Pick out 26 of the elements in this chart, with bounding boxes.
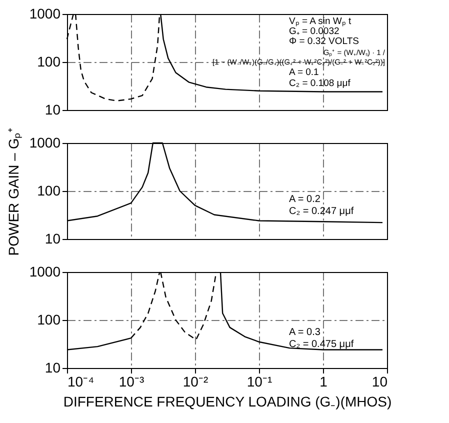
annotation: A = 0.2 bbox=[289, 194, 321, 205]
annotation: A = 0.1 bbox=[289, 67, 319, 78]
y-tick-label: 1000 bbox=[29, 264, 61, 280]
annotation: G₊ = 0.0032 bbox=[289, 26, 340, 37]
x-tick-label: 1 bbox=[320, 374, 328, 390]
x-tick-label: 10⁻³ bbox=[118, 374, 144, 390]
y-axis-title: POWER GAIN – Gₚ⁺ bbox=[5, 127, 22, 256]
annotation: Vₚ = A sin Wₚ t bbox=[289, 16, 352, 27]
y-tick-label: 10 bbox=[44, 360, 61, 376]
x-tick-label: 10 bbox=[372, 374, 388, 390]
annotation: C₂ = 0.108 μμf bbox=[289, 78, 351, 89]
annotation: C₂ = 0.475 μμf bbox=[289, 339, 354, 350]
y-tick-label: 100 bbox=[37, 54, 61, 70]
x-tick-label: 10⁻⁴ bbox=[68, 374, 94, 390]
x-tick-label: 10⁻² bbox=[182, 374, 208, 390]
y-tick-label: 1000 bbox=[29, 134, 61, 150]
y-tick-label: 1000 bbox=[29, 6, 61, 22]
x-tick-label: 10⁻¹ bbox=[246, 374, 272, 390]
annotation: A = 0.3 bbox=[289, 327, 321, 338]
annotation: Φ = 0.32 VOLTS bbox=[289, 36, 359, 47]
y-tick-label: 10 bbox=[44, 102, 61, 118]
y-tick-label: 100 bbox=[37, 312, 61, 328]
y-tick-label: 10 bbox=[44, 230, 61, 246]
y-tick-label: 100 bbox=[37, 182, 61, 198]
annotation: C₂ = 0.247 μμf bbox=[289, 206, 354, 217]
x-axis-title: DIFFERENCE FREQUENCY LOADING (G₋)(MHOS) bbox=[63, 394, 392, 410]
